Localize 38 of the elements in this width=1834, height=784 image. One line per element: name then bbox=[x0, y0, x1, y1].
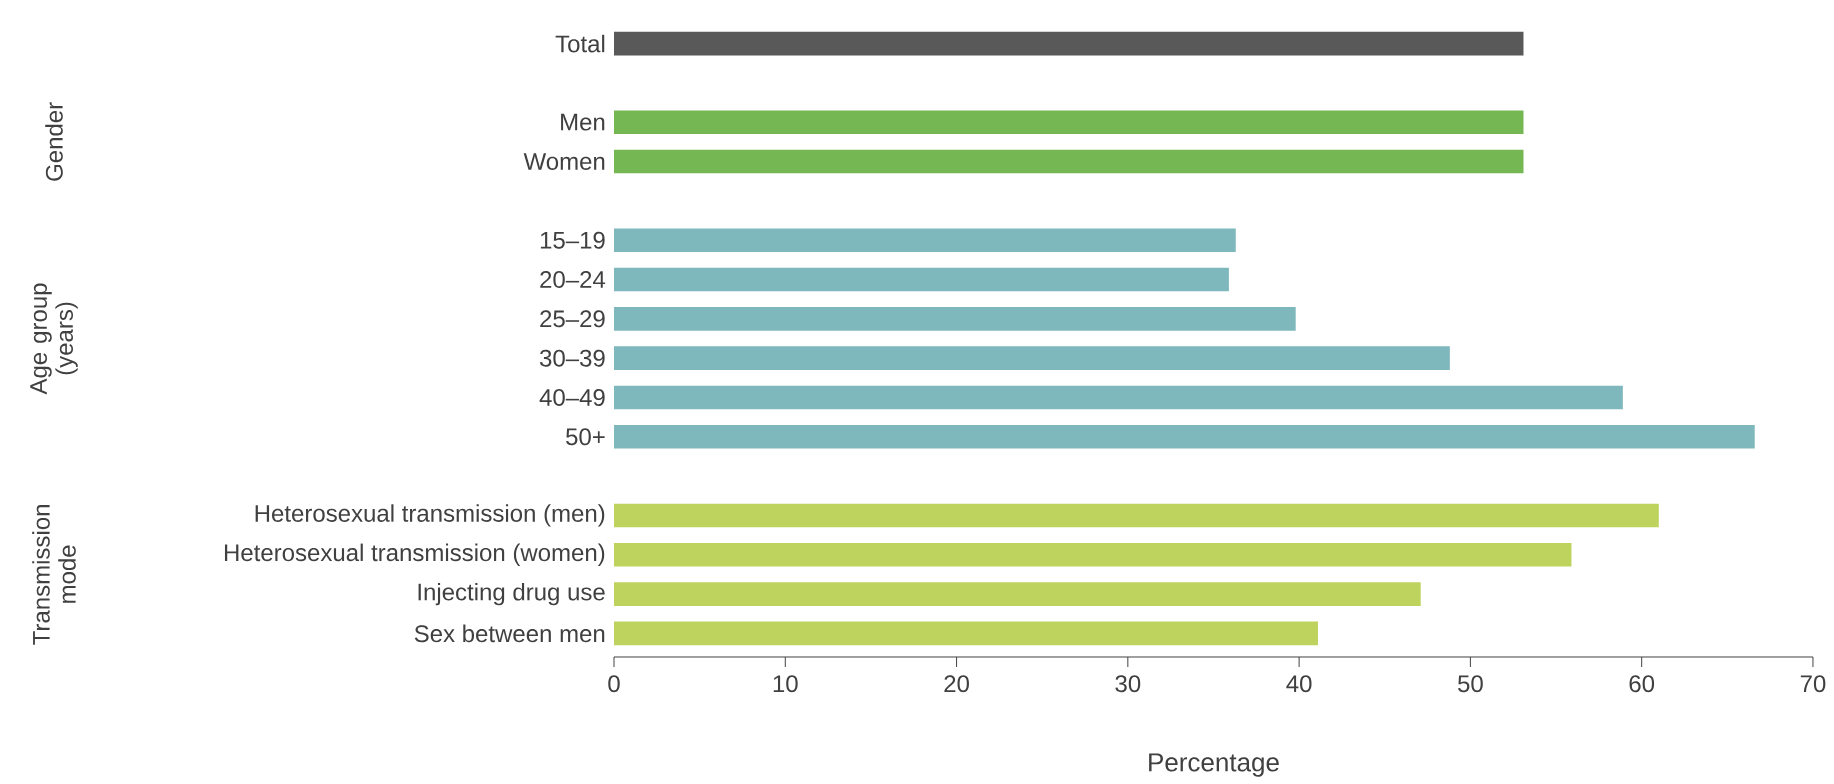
y-tick-label: 25–29 bbox=[540, 310, 605, 328]
x-tick-label: 50 bbox=[1458, 675, 1483, 693]
x-tick-label: 30 bbox=[1115, 675, 1141, 693]
text: Age group (years) bbox=[30, 283, 78, 395]
bar bbox=[614, 228, 1236, 252]
bar bbox=[614, 582, 1421, 606]
y-tick-label: 20–24 bbox=[540, 271, 606, 289]
text: Transmission mode bbox=[32, 505, 76, 645]
bar bbox=[614, 542, 1572, 567]
bar bbox=[614, 346, 1450, 370]
y-tick-label: 30–39 bbox=[539, 349, 605, 367]
bar bbox=[614, 385, 1623, 410]
bar bbox=[614, 267, 1229, 292]
bar bbox=[614, 425, 1755, 449]
y-tick-label: 50+ bbox=[566, 428, 605, 446]
x-tick-label: 60 bbox=[1629, 675, 1655, 693]
y-tick-label: Injecting drug use bbox=[418, 582, 605, 606]
bar bbox=[614, 307, 1296, 331]
y-tick-label: Women bbox=[523, 153, 605, 170]
bar bbox=[614, 110, 1524, 135]
x-tick-label: 10 bbox=[773, 675, 798, 693]
y-tick-label: Men bbox=[561, 113, 605, 131]
y-tick-label: 40–49 bbox=[539, 388, 605, 406]
y-tick-label: Sex between men bbox=[414, 624, 605, 643]
y-tick-label: Heterosexual transmission (women) bbox=[224, 543, 605, 566]
bar bbox=[614, 621, 1318, 646]
x-tick-label: 40 bbox=[1286, 675, 1312, 693]
x-tick-label: 0 bbox=[608, 675, 620, 693]
x-axis-title: Percentage bbox=[1149, 753, 1279, 777]
bar bbox=[614, 503, 1659, 528]
y-tick-label: Heterosexual transmission (men) bbox=[255, 504, 605, 527]
y-tick-label: 15–19 bbox=[540, 231, 605, 249]
y-tick-label: Total bbox=[555, 34, 605, 53]
text: Gender bbox=[45, 102, 63, 181]
x-tick-label: 20 bbox=[944, 675, 969, 693]
bar bbox=[614, 31, 1524, 56]
x-tick-label: 70 bbox=[1800, 675, 1826, 693]
bar bbox=[614, 149, 1524, 174]
